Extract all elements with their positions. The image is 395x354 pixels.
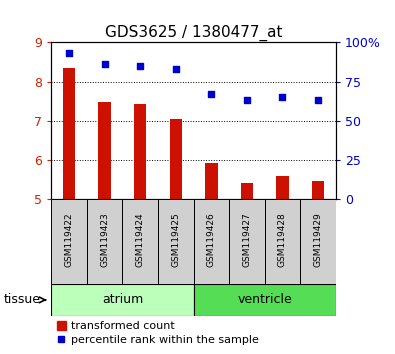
Text: GSM119424: GSM119424 [136, 213, 145, 267]
Bar [312, 181, 324, 199]
Bar [229, 199, 265, 284]
Point [208, 91, 214, 97]
Bar [134, 104, 147, 199]
Bar [265, 199, 300, 284]
Point [173, 66, 179, 72]
Bar [194, 199, 229, 284]
Bar [63, 68, 75, 199]
Bar [98, 102, 111, 199]
Text: GSM119425: GSM119425 [171, 213, 180, 267]
Bar [169, 119, 182, 199]
Bar [87, 199, 122, 284]
Point [244, 98, 250, 103]
Point [102, 62, 108, 67]
Bar [122, 199, 158, 284]
Bar [194, 284, 336, 315]
Bar [241, 183, 253, 199]
Text: GSM119427: GSM119427 [243, 213, 251, 267]
Bar [51, 284, 194, 315]
Bar [300, 199, 336, 284]
Text: GSM119429: GSM119429 [314, 213, 322, 267]
Text: GSM119422: GSM119422 [65, 213, 73, 267]
Legend: transformed count, percentile rank within the sample: transformed count, percentile rank withi… [57, 321, 259, 345]
Point [137, 63, 143, 69]
Text: GSM119428: GSM119428 [278, 213, 287, 267]
Bar [51, 199, 87, 284]
Point [66, 51, 72, 56]
Point [315, 98, 321, 103]
Text: ventricle: ventricle [237, 293, 292, 307]
Text: atrium: atrium [102, 293, 143, 307]
Title: GDS3625 / 1380477_at: GDS3625 / 1380477_at [105, 25, 282, 41]
Text: GSM119423: GSM119423 [100, 213, 109, 267]
Text: GSM119426: GSM119426 [207, 213, 216, 267]
Point [279, 95, 286, 100]
Bar [205, 163, 218, 199]
Bar [158, 199, 194, 284]
Bar [276, 176, 289, 199]
Text: tissue: tissue [4, 293, 41, 307]
